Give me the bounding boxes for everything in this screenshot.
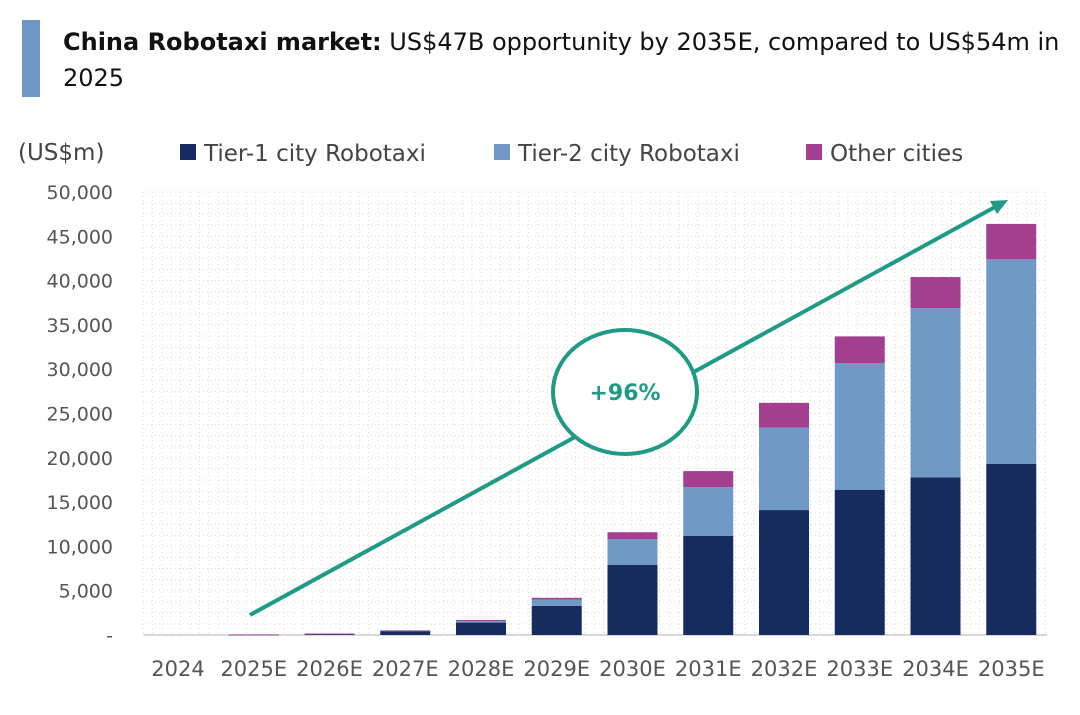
chart-title: China Robotaxi market: US$47B opportunit…	[63, 24, 1063, 96]
legend-label: Tier-1 city Robotaxi	[203, 141, 426, 167]
arrow-head-icon	[990, 200, 1008, 214]
bar-segment	[531, 605, 582, 635]
x-tick-label: 2029E	[523, 657, 590, 681]
x-tick-label: 2026E	[296, 657, 363, 681]
x-tick-label: 2031E	[675, 657, 742, 681]
y-tick-label: 10,000	[47, 536, 113, 558]
bars	[228, 223, 1037, 636]
bar-segment	[607, 565, 658, 635]
bar-segment	[380, 630, 431, 632]
x-tick-label: 2033E	[826, 657, 893, 681]
legend-swatch	[494, 144, 510, 160]
bar-segment	[986, 464, 1037, 635]
bar-segment	[607, 532, 658, 540]
bar-segment	[304, 633, 355, 635]
legend-label: Other cities	[830, 141, 963, 167]
growth-annotation: +96%	[249, 200, 1008, 617]
x-tick-label: 2035E	[978, 657, 1045, 681]
x-tick-label: 2025E	[220, 657, 287, 681]
title-accent-bar	[22, 20, 40, 97]
bar-segment	[380, 631, 431, 635]
y-axis: - 5,000 10,000 15,000 20,000 25,000 30,000 35,0…	[47, 182, 113, 647]
unit-label: (US$m)	[18, 140, 104, 166]
bar-segment	[456, 622, 506, 635]
bar-segment	[456, 619, 506, 621]
bar-segment	[683, 487, 734, 536]
legend-swatch	[180, 144, 196, 160]
bar-segment	[910, 308, 961, 478]
x-tick-label: 2027E	[372, 657, 439, 681]
bar-segment	[456, 620, 506, 623]
bar-segment	[683, 471, 734, 488]
bar-segment	[607, 539, 658, 566]
legend: Tier-1 city Robotaxi Tier-2 city Robotaxi…	[180, 141, 963, 167]
growth-label: +96%	[589, 381, 660, 406]
y-tick-label: 45,000	[47, 226, 113, 248]
x-tick-label: 2028E	[448, 657, 515, 681]
growth-circle	[551, 328, 699, 456]
bar-segment	[834, 489, 885, 635]
bar-segment	[834, 336, 885, 363]
bar-segment	[986, 259, 1037, 465]
x-tick-label: 2024	[151, 657, 204, 681]
y-tick-label: -	[106, 625, 113, 647]
legend-label: Tier-2 city Robotaxi	[517, 141, 740, 167]
bar-segment	[910, 477, 961, 635]
bar-segment	[683, 535, 734, 635]
y-tick-label: 5,000	[59, 581, 113, 603]
bar-segment	[531, 597, 582, 600]
x-axis: 2024 2025E 2026E 2027E 2028E 2029E 2030E 2031E 2…	[151, 657, 1044, 681]
y-tick-label: 30,000	[47, 359, 113, 381]
y-tick-label: 20,000	[47, 448, 113, 470]
bar-segment	[759, 427, 809, 511]
bar-segment	[228, 634, 279, 636]
bar-segment	[910, 277, 961, 309]
title-rest: US$47B opportunity by 2035E, compared to…	[63, 28, 1060, 92]
legend-swatch	[806, 144, 822, 160]
x-tick-label: 2032E	[751, 657, 818, 681]
y-tick-label: 40,000	[47, 271, 113, 293]
x-tick-label: 2034E	[902, 657, 969, 681]
bar-segment	[531, 599, 582, 606]
title-bold: China Robotaxi market:	[63, 28, 382, 56]
bar-segment	[759, 510, 809, 635]
y-tick-label: 35,000	[47, 315, 113, 337]
bar-segment	[834, 362, 885, 490]
x-tick-label: 2030E	[599, 657, 666, 681]
y-tick-label: 50,000	[47, 182, 113, 204]
y-tick-label: 25,000	[47, 404, 113, 426]
bar-segment	[759, 402, 809, 428]
y-tick-label: 15,000	[47, 492, 113, 514]
bar-segment	[986, 223, 1037, 260]
